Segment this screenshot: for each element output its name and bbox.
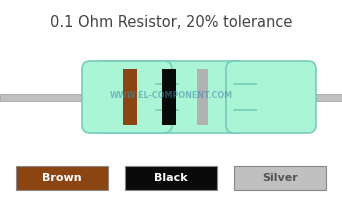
Bar (156, 84, 174, 110)
Bar (234, 166, 326, 190)
Bar (0, 93, 90, 101)
Bar (162, 69, 176, 125)
Text: 0.1 Ohm Resistor, 20% tolerance: 0.1 Ohm Resistor, 20% tolerance (50, 15, 292, 30)
Bar (234, 84, 252, 110)
Text: Brown: Brown (42, 173, 82, 183)
Bar (252, 93, 342, 101)
Text: WWW.EL-COMPONENT.COM: WWW.EL-COMPONENT.COM (109, 90, 233, 100)
Bar (123, 69, 137, 125)
Bar (197, 69, 208, 125)
FancyBboxPatch shape (226, 61, 316, 133)
Text: Black: Black (154, 173, 188, 183)
FancyBboxPatch shape (82, 61, 172, 133)
Bar (16, 166, 108, 190)
Text: Silver: Silver (262, 173, 298, 183)
Bar (125, 166, 217, 190)
FancyBboxPatch shape (96, 61, 246, 133)
